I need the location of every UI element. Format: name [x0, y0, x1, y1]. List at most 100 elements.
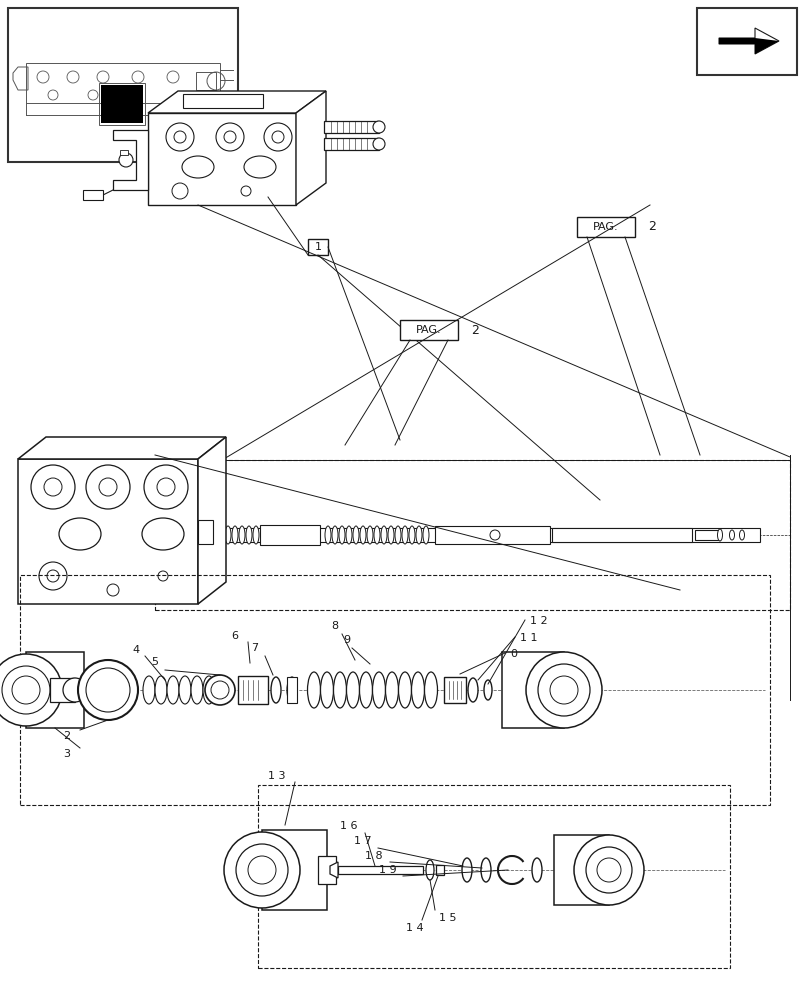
Ellipse shape — [271, 677, 281, 703]
Ellipse shape — [239, 526, 245, 544]
Ellipse shape — [325, 526, 331, 544]
Ellipse shape — [730, 530, 734, 540]
Bar — [155, 460, 790, 610]
Bar — [695, 530, 720, 540]
Ellipse shape — [155, 676, 167, 704]
Bar — [120, 150, 128, 155]
Circle shape — [490, 530, 500, 540]
Text: PAG.: PAG. — [416, 325, 442, 335]
Circle shape — [0, 654, 62, 726]
Ellipse shape — [398, 672, 411, 708]
Bar — [318, 856, 336, 884]
Text: 2: 2 — [648, 221, 656, 233]
Text: 1 6: 1 6 — [340, 821, 358, 831]
Circle shape — [216, 123, 244, 151]
Ellipse shape — [308, 672, 321, 708]
Circle shape — [224, 832, 300, 908]
Circle shape — [99, 478, 117, 496]
Ellipse shape — [381, 526, 387, 544]
Bar — [435, 526, 550, 544]
Bar — [8, 8, 238, 162]
Bar — [577, 217, 635, 237]
Bar — [198, 520, 213, 544]
Circle shape — [119, 153, 133, 167]
Polygon shape — [296, 91, 326, 205]
Circle shape — [78, 660, 138, 720]
Ellipse shape — [332, 526, 338, 544]
Ellipse shape — [204, 526, 210, 544]
Ellipse shape — [426, 860, 434, 880]
Ellipse shape — [339, 526, 345, 544]
Bar — [697, 8, 797, 75]
Circle shape — [31, 465, 75, 509]
Text: PAG.: PAG. — [593, 222, 619, 232]
Text: 2: 2 — [471, 324, 479, 336]
Circle shape — [2, 666, 50, 714]
Text: 1 5: 1 5 — [440, 913, 457, 923]
Text: 3: 3 — [63, 749, 70, 759]
Text: 1: 1 — [314, 242, 322, 252]
Bar — [552, 528, 692, 542]
Ellipse shape — [218, 526, 224, 544]
Polygon shape — [18, 437, 226, 459]
Ellipse shape — [321, 672, 334, 708]
Bar — [26, 652, 84, 728]
Bar — [83, 190, 103, 200]
Bar — [436, 865, 444, 875]
Ellipse shape — [374, 526, 380, 544]
Bar — [260, 525, 320, 545]
Bar — [262, 830, 327, 910]
Circle shape — [12, 676, 40, 704]
Ellipse shape — [182, 156, 214, 178]
Bar — [148, 113, 296, 205]
Ellipse shape — [191, 676, 203, 704]
Circle shape — [373, 138, 385, 150]
Ellipse shape — [411, 672, 424, 708]
Ellipse shape — [739, 530, 744, 540]
Circle shape — [236, 844, 288, 896]
Circle shape — [63, 678, 87, 702]
Ellipse shape — [353, 526, 359, 544]
Bar — [50, 678, 75, 702]
Circle shape — [86, 668, 130, 712]
Bar — [554, 835, 609, 905]
Text: 1 8: 1 8 — [365, 851, 383, 861]
Ellipse shape — [462, 858, 472, 882]
Circle shape — [47, 570, 59, 582]
Ellipse shape — [481, 858, 491, 882]
Circle shape — [597, 858, 621, 882]
Circle shape — [526, 652, 602, 728]
Ellipse shape — [143, 676, 155, 704]
Circle shape — [205, 675, 235, 705]
Bar — [99, 83, 145, 125]
Text: 0: 0 — [510, 649, 517, 659]
Bar — [287, 677, 297, 703]
Bar — [338, 866, 423, 874]
Bar — [101, 85, 143, 123]
Bar — [238, 676, 268, 704]
Circle shape — [39, 562, 67, 590]
Circle shape — [272, 131, 284, 143]
Ellipse shape — [203, 676, 215, 704]
Circle shape — [144, 465, 188, 509]
Circle shape — [550, 676, 578, 704]
Text: 1 7: 1 7 — [355, 836, 372, 846]
Ellipse shape — [388, 526, 394, 544]
Ellipse shape — [211, 526, 217, 544]
Text: 6: 6 — [231, 631, 238, 641]
Bar — [324, 121, 379, 133]
Ellipse shape — [244, 156, 276, 178]
Ellipse shape — [402, 526, 408, 544]
Circle shape — [248, 96, 258, 106]
Bar — [502, 652, 564, 728]
Bar — [20, 575, 770, 805]
Ellipse shape — [334, 672, 347, 708]
Polygon shape — [330, 862, 338, 878]
Ellipse shape — [372, 672, 385, 708]
Circle shape — [586, 847, 632, 893]
Ellipse shape — [409, 526, 415, 544]
Ellipse shape — [416, 526, 422, 544]
Ellipse shape — [346, 526, 352, 544]
Bar — [258, 785, 730, 968]
Text: 1 4: 1 4 — [406, 923, 424, 933]
